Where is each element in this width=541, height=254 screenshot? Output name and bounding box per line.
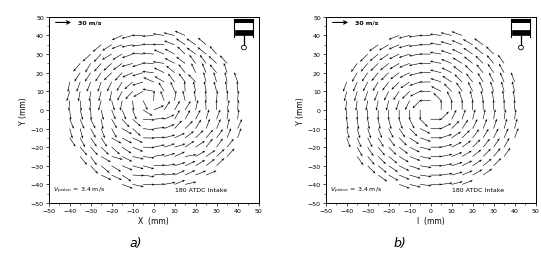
Circle shape bbox=[518, 46, 524, 51]
Text: 180 ATDC Intake: 180 ATDC Intake bbox=[452, 188, 504, 193]
Text: a): a) bbox=[129, 236, 142, 249]
Circle shape bbox=[241, 46, 246, 51]
Y-axis label: Y (mm): Y (mm) bbox=[19, 97, 28, 124]
Bar bbox=[235, 31, 253, 35]
X-axis label: X  (mm): X (mm) bbox=[138, 216, 169, 225]
Bar bbox=[512, 31, 530, 35]
Bar bbox=[511, 20, 530, 24]
Text: $V_{piston}$ = 3.4 m/s: $V_{piston}$ = 3.4 m/s bbox=[330, 185, 382, 195]
Text: 30 m/s: 30 m/s bbox=[355, 21, 379, 26]
Y-axis label: Y (mm): Y (mm) bbox=[296, 97, 305, 124]
X-axis label: I  (mm): I (mm) bbox=[417, 216, 445, 225]
Text: 180 ATDC Intake: 180 ATDC Intake bbox=[175, 188, 227, 193]
Bar bbox=[234, 20, 253, 24]
Text: $V_{piston}$ = 3.4 m/s: $V_{piston}$ = 3.4 m/s bbox=[53, 185, 105, 195]
Text: 30 m/s: 30 m/s bbox=[78, 21, 102, 26]
Text: b): b) bbox=[394, 236, 407, 249]
